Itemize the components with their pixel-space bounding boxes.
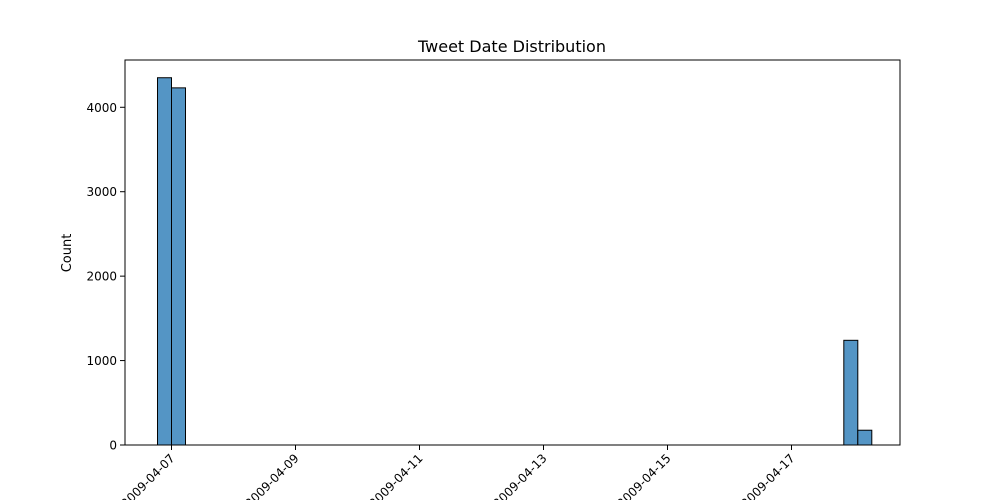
x-tick-label: 2009-04-15 xyxy=(614,451,673,500)
histogram-bar xyxy=(171,87,186,446)
y-tick-label: 3000 xyxy=(86,185,117,199)
y-axis-label: Count xyxy=(60,234,75,273)
x-tick-label: 2009-04-09 xyxy=(242,451,301,500)
y-tick-label: 1000 xyxy=(86,354,117,368)
y-tick-label: 0 xyxy=(109,439,117,453)
plot-frame xyxy=(124,59,901,446)
x-axis: 2009-04-07 2009-04-09 2009-04-11 2009-04-13… xyxy=(118,445,798,500)
y-tick-label: 2000 xyxy=(86,270,117,284)
y-axis: 0 1000 2000 3000 4000 xyxy=(86,101,125,453)
histogram-bar xyxy=(857,429,873,446)
x-tick-label: 2009-04-13 xyxy=(490,451,549,500)
chart-title: Tweet Date Distribution xyxy=(417,37,606,56)
x-tick-label: 2009-04-17 xyxy=(738,451,797,500)
y-tick-label: 4000 xyxy=(86,101,117,115)
histogram-bar xyxy=(843,339,859,446)
x-tick-label: 2009-04-07 xyxy=(118,451,177,500)
histogram-bar xyxy=(157,77,172,446)
x-tick-label: 2009-04-11 xyxy=(366,451,425,500)
bars-layer xyxy=(157,77,873,446)
